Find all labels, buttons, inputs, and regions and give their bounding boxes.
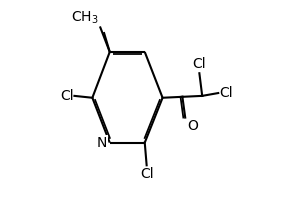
Text: N: N (97, 136, 107, 150)
Text: CH$_3$: CH$_3$ (71, 9, 98, 25)
Text: Cl: Cl (193, 57, 206, 71)
Text: O: O (187, 119, 198, 134)
Text: Cl: Cl (60, 89, 74, 103)
Text: Cl: Cl (140, 167, 154, 181)
Text: Cl: Cl (219, 86, 233, 100)
